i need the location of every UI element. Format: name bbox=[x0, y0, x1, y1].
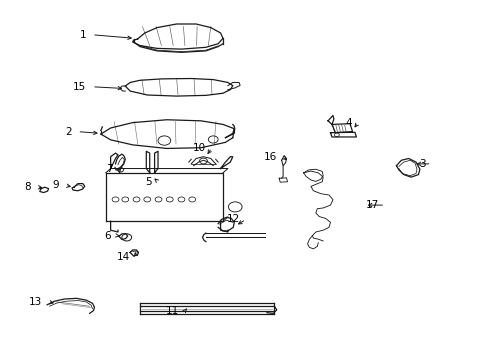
Text: 17: 17 bbox=[366, 200, 379, 210]
Text: 5: 5 bbox=[146, 177, 152, 187]
Text: 16: 16 bbox=[264, 152, 277, 162]
Text: 11: 11 bbox=[166, 306, 179, 316]
Text: 10: 10 bbox=[193, 143, 206, 153]
Text: 12: 12 bbox=[227, 215, 240, 224]
Text: 9: 9 bbox=[53, 180, 59, 190]
Text: 3: 3 bbox=[419, 159, 426, 169]
Text: 4: 4 bbox=[346, 118, 352, 128]
Text: 13: 13 bbox=[29, 297, 42, 307]
Text: 8: 8 bbox=[24, 182, 31, 192]
Text: 7: 7 bbox=[106, 164, 113, 174]
Text: 6: 6 bbox=[104, 231, 111, 240]
Text: 15: 15 bbox=[73, 82, 86, 92]
Text: 1: 1 bbox=[79, 30, 86, 40]
Text: 2: 2 bbox=[65, 127, 72, 136]
Text: 14: 14 bbox=[117, 252, 130, 262]
